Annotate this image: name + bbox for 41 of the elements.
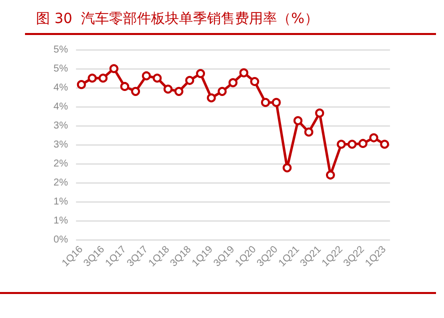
point [164, 84, 173, 94]
y-tick-label: 4% [54, 82, 68, 94]
point [326, 170, 335, 180]
point [250, 77, 260, 86]
point [272, 98, 281, 107]
y-tick-label: 4% [54, 102, 68, 112]
point [131, 86, 140, 96]
point [185, 76, 194, 85]
point [293, 116, 302, 126]
point [206, 93, 216, 102]
y-tick-label: 5% [54, 64, 68, 74]
point [228, 78, 238, 88]
point [239, 68, 248, 78]
point [304, 128, 314, 137]
point [336, 140, 346, 149]
y-tick-label: 5% [54, 44, 68, 56]
point [282, 163, 292, 172]
point [369, 133, 378, 142]
point [76, 80, 86, 90]
point [152, 74, 162, 83]
y-tick-label: 3% [54, 140, 68, 150]
point [348, 140, 357, 149]
point [358, 138, 368, 148]
point [98, 74, 108, 83]
y-tick-label: 2% [54, 178, 68, 188]
point [120, 82, 130, 91]
y-tick-label: 3% [54, 120, 68, 132]
y-tick-label: 2% [54, 158, 68, 170]
point [142, 71, 151, 80]
y-tick-label: 0% [54, 234, 68, 246]
y-tick-label: 1% [54, 216, 68, 226]
point [196, 69, 206, 78]
point [260, 98, 270, 107]
point [315, 108, 324, 118]
point [380, 140, 390, 149]
y-tick-label: 1% [54, 196, 68, 208]
point [218, 86, 227, 96]
point [88, 74, 97, 83]
point [109, 64, 118, 74]
point [174, 86, 184, 96]
chart-title: 图 30 汽车零部件板块单季销售费用率（%） [36, 10, 318, 28]
